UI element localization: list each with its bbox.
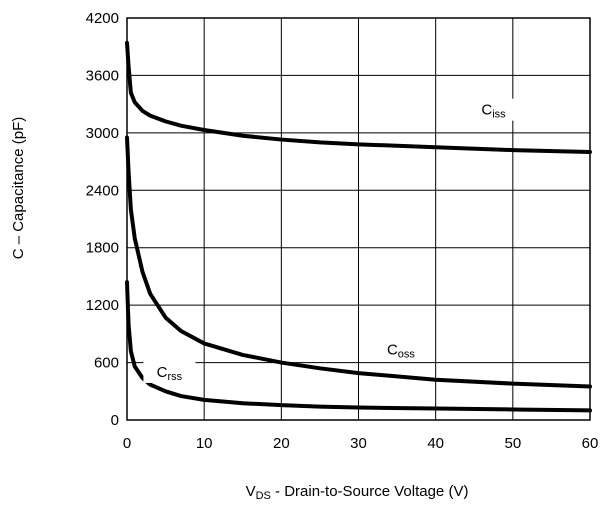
series-label-subscript: rss: [168, 371, 183, 383]
plot-frame: [126, 17, 591, 421]
y-tick-label: 1800: [86, 240, 119, 257]
series-layer: [125, 40, 592, 413]
tick-labels: 0 10 20 30 40 50 60060012001800240030003600420…: [86, 10, 599, 452]
series-label-bg: [143, 360, 196, 383]
y-tick-label: 2400: [86, 182, 119, 199]
grid-layer: [127, 18, 590, 420]
series-label-crss: Crss: [157, 364, 183, 383]
series-label-bg: [374, 338, 427, 361]
y-tick-label: 3000: [86, 125, 119, 142]
series-label-coss: Coss: [387, 341, 415, 360]
series-label-main: C: [387, 341, 398, 358]
series-label-subscript: iss: [492, 109, 506, 121]
plot-frame-layer: [126, 17, 591, 421]
y-tick-label: 1200: [86, 297, 119, 314]
y-tick-label: 3600: [86, 67, 119, 84]
x-axis-title-main: V: [246, 483, 256, 500]
y-axis-title: C – Capacitance (pF): [10, 117, 27, 260]
x-tick-label: 10: [196, 435, 213, 452]
x-axis-title: VDS - Drain-to-Source Voltage (V): [246, 483, 469, 501]
x-tick-label: 30: [350, 435, 367, 452]
x-tick-label: 0: [123, 435, 131, 452]
series-label-bg: [467, 98, 520, 121]
x-axis-title-rest: - Drain-to-Source Voltage (V): [271, 483, 469, 500]
x-axis-title-subscript: DS: [256, 490, 271, 501]
y-tick-label: 0: [111, 412, 119, 429]
x-tick-label: 60: [582, 435, 599, 452]
series-line-coss: [125, 135, 592, 389]
y-tick-label: 4200: [86, 10, 119, 27]
series-label-main: C: [157, 364, 168, 381]
series-label-subscript: oss: [398, 348, 416, 360]
series-line-ciss: [125, 40, 592, 154]
series-label-main: C: [481, 102, 492, 119]
x-tick-label: 50: [504, 435, 521, 452]
series-label-ciss: Ciss: [481, 102, 506, 121]
series-line-crss: [125, 280, 592, 413]
x-tick-label: 40: [427, 435, 444, 452]
y-tick-label: 600: [94, 355, 119, 372]
x-tick-label: 20: [273, 435, 290, 452]
